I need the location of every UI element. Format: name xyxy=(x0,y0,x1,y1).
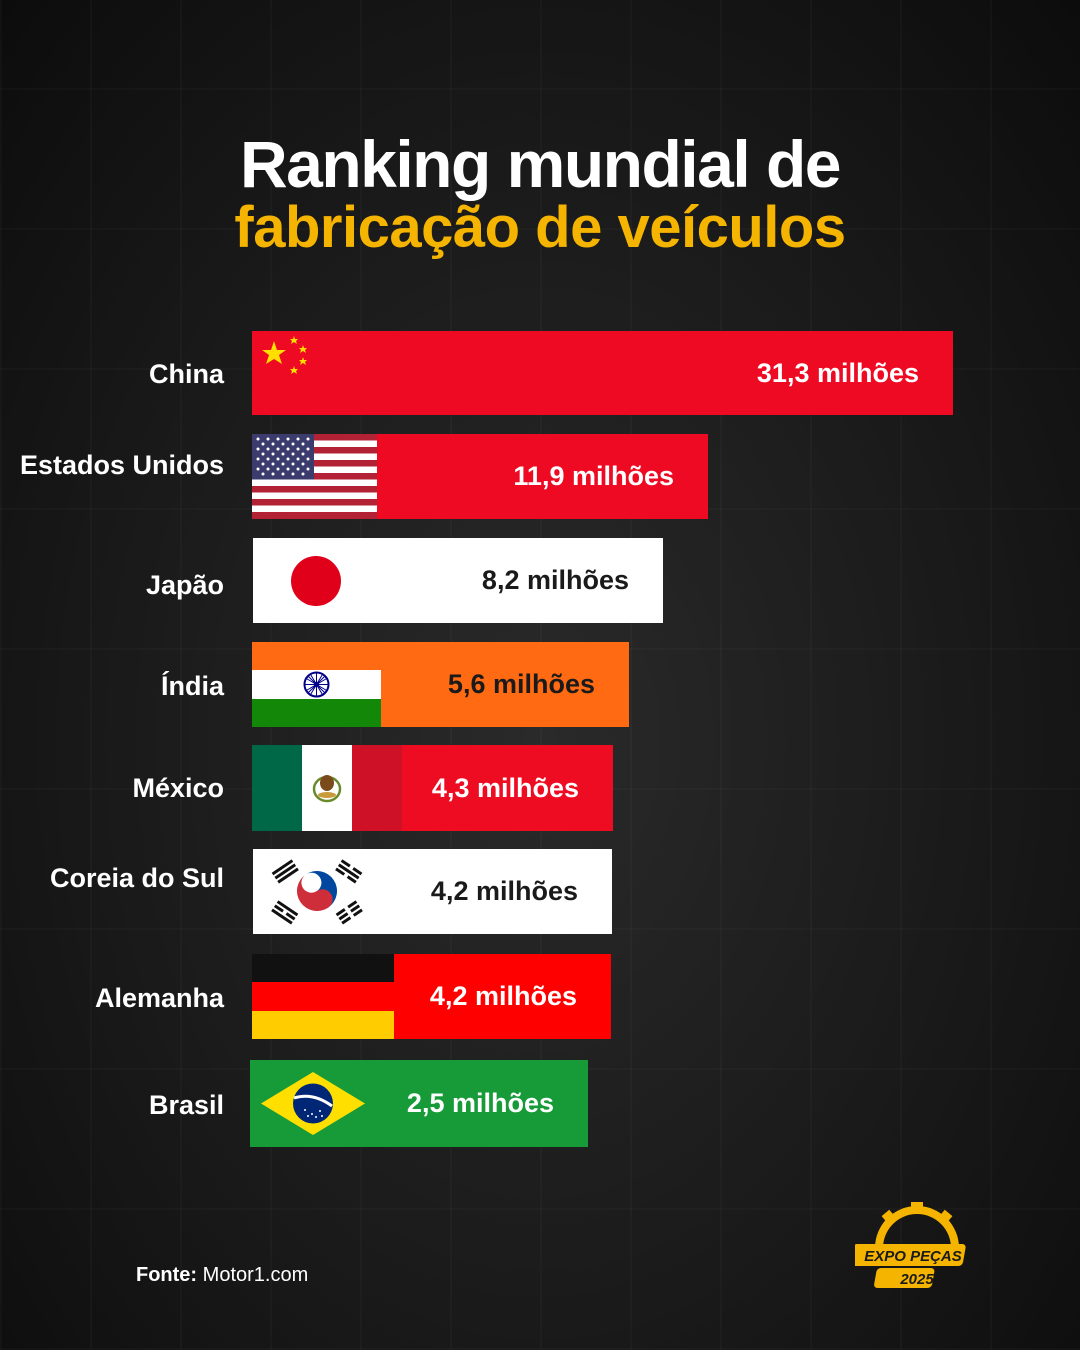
label-japao: Japão xyxy=(145,570,224,600)
bar-coreia-do-sul: 4,2 milhões xyxy=(253,849,612,934)
label-mexico: México xyxy=(132,773,224,803)
bar-japao: 8,2 milhões xyxy=(253,538,663,623)
source-text: Motor1.com xyxy=(202,1264,309,1286)
bar-india: 5,6 milhões xyxy=(252,642,629,727)
bar-china: 31,3 milhões xyxy=(252,331,953,415)
source-note: Fonte: Motor1.com xyxy=(136,1264,308,1287)
brazil-flag-icon xyxy=(250,1060,376,1147)
bar-mexico: 4,3 milhões xyxy=(252,745,613,831)
japan-flag-icon xyxy=(253,538,379,623)
chart-title-line1: Ranking mundial de xyxy=(239,127,842,201)
value-label-china: 31,3 milhões xyxy=(756,357,919,388)
svg-text:2025: 2025 xyxy=(899,1271,934,1288)
label-brasil: Brasil xyxy=(148,1090,224,1120)
svg-text:EXPO PEÇAS: EXPO PEÇAS xyxy=(864,1248,962,1265)
value-label-estados-unidos: 11,9 milhões xyxy=(513,461,674,491)
value-label-brasil: 2,5 milhões xyxy=(406,1088,554,1118)
label-alemanha: Alemanha xyxy=(94,983,224,1013)
chart-title-line2: fabricação de veículos xyxy=(234,195,846,260)
south-korea-flag-icon xyxy=(253,849,381,934)
value-label-india: 5,6 milhões xyxy=(447,669,595,699)
value-label-japao: 8,2 milhões xyxy=(481,565,629,595)
germany-flag-icon xyxy=(252,954,394,1039)
expo-pecas-logo: EXPO PEÇAS 2025 xyxy=(855,1202,966,1288)
label-india: Índia xyxy=(160,671,224,701)
bar-alemanha: 4,2 milhões xyxy=(252,954,611,1039)
value-label-coreia-do-sul: 4,2 milhões xyxy=(430,876,578,906)
source-label: Fonte: xyxy=(136,1264,198,1286)
label-estados-unidos: Estados Unidos xyxy=(19,450,224,480)
bar-estados-unidos: 11,9 milhões xyxy=(252,434,708,519)
label-china: China xyxy=(148,359,224,389)
bar-brasil: 2,5 milhões xyxy=(250,1060,588,1147)
usa-flag-icon xyxy=(252,434,377,519)
mexico-flag-icon xyxy=(252,745,402,831)
label-coreia-do-sul: Coreia do Sul xyxy=(49,863,224,893)
india-flag-icon xyxy=(252,642,381,727)
value-label-mexico: 4,3 milhões xyxy=(431,772,579,803)
china-flag-icon xyxy=(262,336,307,374)
value-label-alemanha: 4,2 milhões xyxy=(429,981,577,1011)
